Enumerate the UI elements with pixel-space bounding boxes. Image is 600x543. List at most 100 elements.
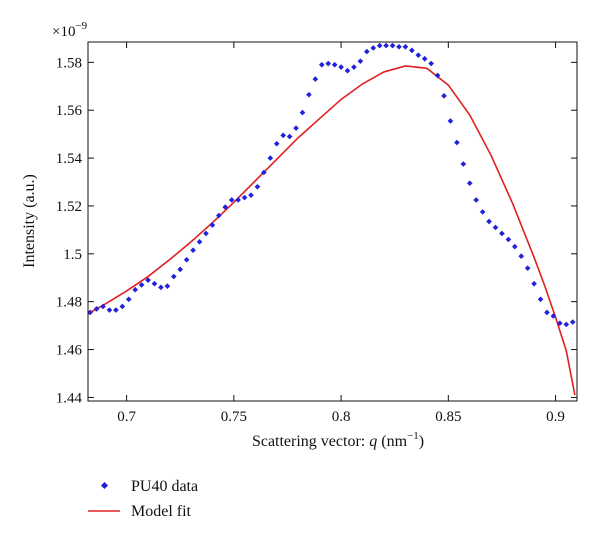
data-point — [557, 320, 563, 327]
data-point — [138, 282, 145, 288]
data-point — [88, 309, 93, 316]
data-point — [376, 42, 383, 49]
data-point — [325, 60, 332, 67]
data-point — [113, 307, 119, 313]
y-tick-label: 1.5 — [63, 247, 82, 263]
data-point — [151, 280, 158, 287]
data-point — [499, 230, 505, 237]
data-point — [293, 125, 299, 131]
series-line-model-fit — [88, 65, 576, 396]
data-point — [203, 230, 209, 237]
x-tick-label: 0.9 — [546, 409, 565, 425]
y-tick-label: 1.48 — [56, 295, 82, 311]
data-point — [261, 169, 267, 176]
data-point — [164, 283, 171, 289]
data-point — [241, 194, 248, 201]
data-point — [183, 256, 190, 263]
data-point — [209, 222, 216, 228]
x-tick-label: 0.75 — [221, 409, 247, 425]
data-layer — [88, 42, 576, 396]
data-point — [318, 61, 325, 68]
data-point — [222, 204, 229, 210]
y-tick-label: 1.54 — [56, 151, 83, 167]
y-tick-label: 1.52 — [56, 199, 82, 215]
data-point — [248, 192, 254, 198]
data-point — [396, 43, 402, 50]
data-point — [357, 58, 364, 64]
x-tick-label: 0.7 — [117, 409, 136, 425]
data-point — [344, 67, 351, 74]
data-point — [505, 236, 512, 243]
data-point — [511, 243, 518, 250]
data-point — [421, 55, 428, 62]
data-point — [409, 47, 415, 54]
data-point — [492, 224, 499, 231]
data-point — [402, 43, 409, 50]
data-point — [415, 52, 422, 58]
data-point — [441, 93, 447, 99]
data-point — [93, 306, 100, 312]
data-point — [216, 212, 222, 219]
data-point — [306, 91, 312, 98]
data-point — [447, 118, 454, 124]
data-point — [196, 239, 203, 245]
data-point — [518, 253, 525, 260]
legend-label-model-fit: Model fit — [131, 503, 192, 520]
data-point — [428, 60, 434, 67]
data-point — [286, 133, 293, 140]
data-point — [170, 273, 177, 280]
data-point — [486, 218, 492, 225]
data-point — [563, 321, 570, 328]
data-point — [434, 72, 441, 79]
data-point — [479, 209, 486, 215]
data-point — [190, 247, 196, 254]
y-tick-label: 1.44 — [56, 390, 83, 406]
data-point — [125, 296, 132, 303]
x-tick-label: 0.8 — [332, 409, 351, 425]
data-point — [177, 266, 184, 273]
y-tick-label: 1.56 — [56, 103, 83, 119]
data-point — [351, 64, 357, 70]
data-point — [267, 155, 274, 161]
data-point — [106, 307, 113, 313]
data-point — [338, 64, 344, 70]
x-tick-label: 0.85 — [435, 409, 461, 425]
data-point — [158, 284, 164, 291]
data-point — [569, 319, 576, 325]
data-point — [235, 197, 241, 203]
x-axis-title: Scattering vector: q (nm−1) — [252, 430, 424, 450]
data-point — [100, 303, 106, 310]
y-tick-label: 1.46 — [56, 343, 83, 359]
plot-frame — [87, 41, 578, 402]
legend-marker-pu40-data — [100, 481, 109, 490]
data-point — [460, 161, 467, 167]
y-tick-label: 1.58 — [56, 55, 82, 71]
data-point — [228, 197, 235, 203]
data-point — [299, 109, 306, 116]
data-point — [370, 45, 377, 51]
data-point — [363, 48, 370, 55]
data-point — [273, 140, 280, 147]
legend: PU40 data Model fit — [88, 478, 198, 520]
data-point — [544, 309, 550, 316]
data-point — [550, 313, 557, 319]
data-point — [312, 76, 319, 82]
data-point — [280, 132, 286, 139]
data-point — [454, 139, 460, 146]
ticks-layer: 0.7 0.75 0.8 0.85 0.9 1.44 1.46 1.48 1.5 1.52 1.54… — [56, 42, 577, 425]
data-point — [145, 277, 151, 283]
data-point — [466, 180, 473, 187]
legend-label-pu40-data: PU40 data — [131, 478, 198, 495]
data-point — [132, 286, 139, 293]
data-point — [331, 61, 338, 68]
data-point — [389, 42, 396, 49]
data-point — [473, 197, 480, 203]
data-point — [254, 183, 261, 190]
y-axis-title: Intensity (a.u.) — [21, 174, 38, 268]
y-axis-multiplier: ×10−9 — [52, 20, 88, 40]
data-point — [119, 303, 126, 310]
data-point — [531, 280, 537, 287]
data-point — [383, 42, 389, 49]
data-point — [537, 296, 544, 303]
